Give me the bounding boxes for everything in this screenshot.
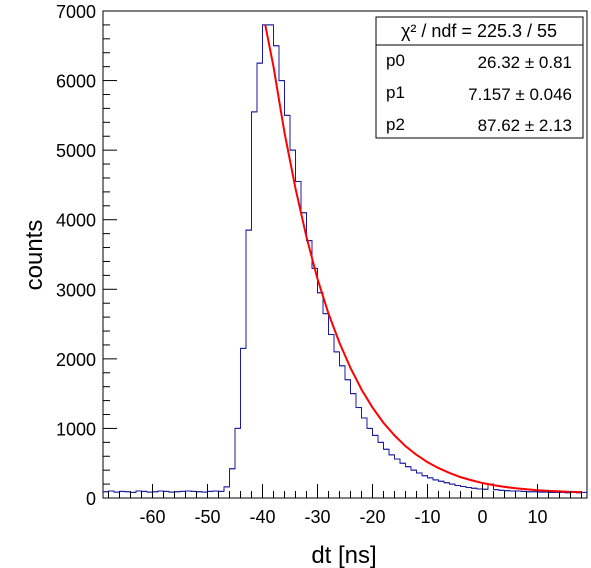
x-tick-label: -10 (414, 507, 440, 527)
x-tick-label: 10 (527, 507, 547, 527)
y-tick-label: 5000 (56, 141, 96, 161)
stats-p2-name: p2 (386, 115, 405, 134)
y-tick-label: 4000 (56, 211, 96, 231)
y-tick-label: 6000 (56, 72, 96, 92)
x-tick-label: 0 (477, 507, 487, 527)
x-tick-label: -30 (304, 507, 330, 527)
x-tick-label: -40 (249, 507, 275, 527)
stats-p2-value: 87.62 ± 2.13 (478, 116, 572, 135)
y-tick-label: 0 (86, 489, 96, 509)
stats-title: χ² / ndf = 225.3 / 55 (401, 21, 557, 41)
y-axis-title: counts (21, 220, 48, 291)
axes: -60 -50 -40 -30 -20 -10 0 10 0 1000 2000 3000 4000 50… (56, 2, 582, 527)
fit-curve-group (264, 24, 582, 494)
y-tick-label: 2000 (56, 350, 96, 370)
y-tick-label: 1000 (56, 419, 96, 439)
stats-p0-name: p0 (386, 51, 405, 70)
x-tick-label: -20 (359, 507, 385, 527)
histogram-outline (103, 24, 587, 494)
histogram (103, 24, 587, 494)
x-tick-label: -60 (139, 507, 165, 527)
stats-p1-name: p1 (386, 83, 405, 102)
x-axis-title: dt [ns] (311, 542, 376, 568)
y-tick-label: 3000 (56, 280, 96, 300)
x-tick-label: -50 (194, 507, 220, 527)
y-tick-label: 7000 (56, 2, 96, 22)
stats-p1-value: 7.157 ± 0.046 (468, 85, 572, 104)
plot-frame-rect (102, 10, 588, 499)
stats-p0-value: 26.32 ± 0.81 (478, 53, 572, 72)
fit-curve (264, 24, 582, 494)
stats-box: χ² / ndf = 225.3 / 55 p0 26.32 ± 0.81 p1… (375, 16, 584, 139)
plot-frame (102, 10, 588, 499)
